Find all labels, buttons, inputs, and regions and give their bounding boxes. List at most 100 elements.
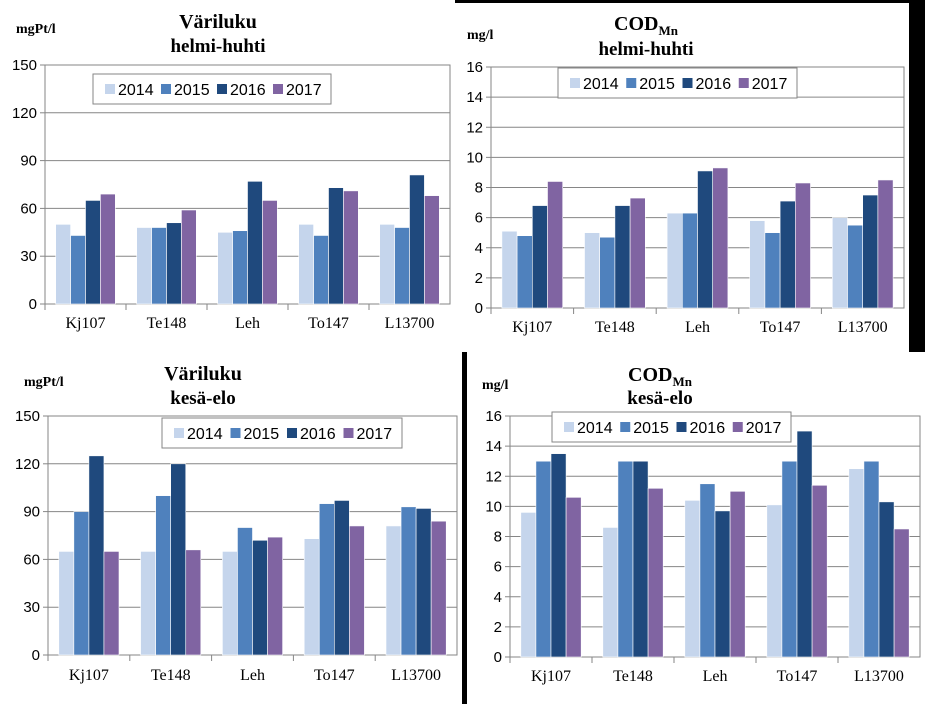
bar-to147-2015 bbox=[313, 235, 329, 305]
y-tick-label: 6 bbox=[494, 559, 502, 576]
x-category-label: Leh bbox=[240, 667, 265, 684]
chart-title: CODMn bbox=[628, 364, 693, 389]
y-tick-label: 150 bbox=[15, 408, 40, 425]
chart-title: Väriluku bbox=[164, 363, 242, 385]
legend-swatch-2015 bbox=[626, 78, 637, 88]
y-tick-label: 60 bbox=[20, 200, 37, 217]
bar-to147-2017 bbox=[811, 484, 828, 658]
chart-svg: 0 30 60 90 120 150 Kj107 Te148 Leh To147 L13700 mgP… bbox=[15, 363, 458, 684]
x-category-label: Kj107 bbox=[512, 319, 552, 336]
y-unit-label: mg/l bbox=[482, 378, 509, 393]
bar-leh-2016 bbox=[252, 539, 268, 656]
bar-kj107-2017 bbox=[103, 551, 120, 656]
y-tick-label: 150 bbox=[12, 57, 37, 74]
bar-kj107-2017 bbox=[547, 181, 563, 309]
chart-subtitle: helmi-huhti bbox=[598, 39, 693, 60]
legend-swatch-2014 bbox=[105, 84, 115, 94]
bar-to147-2016 bbox=[333, 500, 350, 656]
legend-label-2017: 2017 bbox=[357, 426, 393, 443]
legend-label-2016: 2016 bbox=[690, 420, 726, 437]
bar-kj107-2014 bbox=[58, 551, 75, 656]
bar-leh-2017 bbox=[262, 200, 278, 305]
x-category-label: Kj107 bbox=[531, 668, 571, 685]
legend-swatch-2015 bbox=[230, 428, 241, 438]
bar-to147-2016 bbox=[779, 200, 796, 309]
bar-to147-2015 bbox=[764, 232, 781, 309]
bar-to147-2014 bbox=[298, 224, 314, 305]
bar-te148-2017 bbox=[181, 209, 197, 305]
legend bbox=[551, 411, 792, 443]
bar-kj107-2014 bbox=[55, 224, 71, 305]
x-category-label: L13700 bbox=[391, 667, 441, 684]
bar-leh-2015 bbox=[232, 230, 248, 305]
legend-label-2015: 2015 bbox=[633, 420, 669, 437]
bar-leh-2016 bbox=[714, 510, 731, 658]
y-tick-label: 4 bbox=[475, 240, 483, 257]
x-category-label: Kj107 bbox=[69, 667, 109, 684]
x-category-label: Te148 bbox=[151, 667, 191, 684]
chart-subtitle: helmi-huhti bbox=[170, 36, 265, 57]
y-tick-label: 2 bbox=[475, 270, 483, 287]
bar-te148-2016 bbox=[170, 463, 187, 656]
chart-svg: 0 2 4 6 8 10 12 14 16 Kj107 Te148 Leh To147 L13700 mg/… bbox=[466, 13, 905, 336]
bar-leh-2014 bbox=[684, 500, 701, 658]
chart-cod-winter: 0 2 4 6 8 10 12 14 16 Kj107 Te148 Leh To147 L13700 mg/… bbox=[455, 0, 925, 352]
bar-kj107-2017 bbox=[565, 497, 582, 658]
bar-to147-2017 bbox=[349, 525, 365, 656]
bar-l13700-2014 bbox=[848, 468, 865, 658]
bar-kj107-2016 bbox=[85, 200, 101, 305]
bar-leh-2016 bbox=[247, 181, 263, 305]
bar-te148-2014 bbox=[140, 551, 156, 656]
legend bbox=[557, 67, 798, 99]
bar-te148-2015 bbox=[151, 227, 167, 305]
legend-swatch-2017 bbox=[273, 84, 283, 94]
x-category-label: Kj107 bbox=[66, 315, 106, 332]
bar-l13700-2014 bbox=[832, 217, 848, 309]
bar-to147-2015 bbox=[781, 460, 798, 658]
y-tick-label: 4 bbox=[494, 589, 502, 606]
legend-swatch-2015 bbox=[161, 84, 171, 94]
legend-swatch-2014 bbox=[174, 428, 184, 438]
legend-label-2016: 2016 bbox=[230, 82, 266, 99]
chart-title: Väriluku bbox=[179, 11, 257, 33]
bar-l13700-2014 bbox=[385, 525, 402, 656]
y-tick-label: 60 bbox=[23, 551, 40, 568]
bar-te148-2014 bbox=[136, 227, 152, 305]
bar-to147-2014 bbox=[766, 504, 783, 658]
bar-kj107-2015 bbox=[73, 511, 90, 656]
bar-te148-2015 bbox=[599, 236, 616, 309]
legend-label-2015: 2015 bbox=[244, 426, 280, 443]
bar-leh-2017 bbox=[729, 491, 746, 658]
bar-to147-2017 bbox=[343, 190, 359, 305]
legend-swatch-2014 bbox=[564, 422, 574, 432]
bar-l13700-2015 bbox=[863, 460, 880, 658]
y-tick-label: 90 bbox=[20, 153, 37, 170]
y-tick-label: 12 bbox=[485, 468, 502, 485]
bar-kj107-2015 bbox=[516, 235, 533, 309]
y-tick-label: 8 bbox=[494, 529, 502, 546]
bar-l13700-2017 bbox=[424, 195, 440, 305]
x-category-label: Te148 bbox=[595, 319, 635, 336]
x-category-label: Te148 bbox=[613, 668, 653, 685]
bar-leh-2014 bbox=[222, 551, 238, 656]
bar-te148-2017 bbox=[185, 549, 202, 656]
legend-swatch-2015 bbox=[620, 422, 631, 432]
x-category-label: Te148 bbox=[147, 315, 187, 332]
bar-kj107-2014 bbox=[501, 230, 518, 309]
x-category-label: To147 bbox=[777, 668, 818, 685]
bar-leh-2015 bbox=[237, 527, 253, 656]
legend-swatch-2016 bbox=[676, 422, 687, 432]
x-category-label: To147 bbox=[314, 667, 355, 684]
bar-kj107-2014 bbox=[520, 512, 537, 658]
legend-label-2017: 2017 bbox=[746, 420, 782, 437]
y-tick-label: 2 bbox=[494, 619, 502, 636]
bar-l13700-2015 bbox=[847, 224, 863, 309]
chart-cod-summer: 0 2 4 6 8 10 12 14 16 Kj107 Te148 Leh To147 L13700 mg/… bbox=[462, 352, 925, 704]
bar-leh-2015 bbox=[699, 483, 716, 658]
legend-label-2015: 2015 bbox=[639, 76, 675, 93]
legend-swatch-2014 bbox=[570, 78, 580, 88]
bar-l13700-2014 bbox=[379, 224, 395, 305]
x-category-label: Leh bbox=[703, 668, 728, 685]
x-category-label: To147 bbox=[760, 319, 801, 336]
y-unit-label: mgPt/l bbox=[24, 375, 64, 390]
